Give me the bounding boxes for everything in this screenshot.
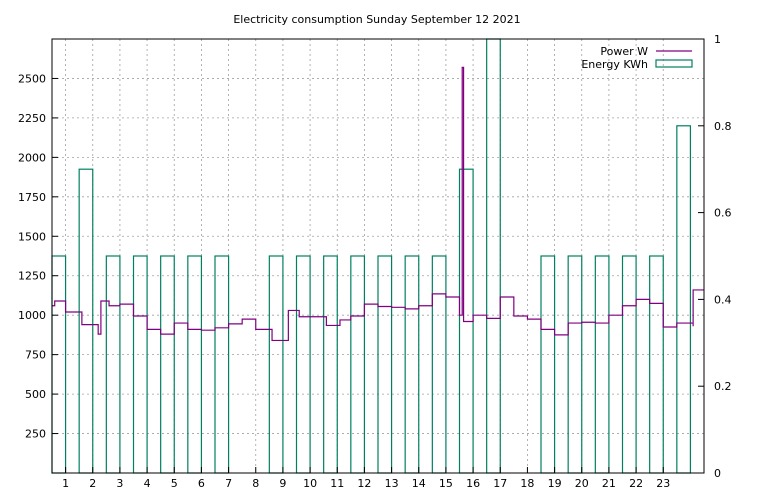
x-tick-label: 19 bbox=[548, 477, 562, 490]
energy-boxes bbox=[51, 38, 692, 474]
x-tick-label: 12 bbox=[357, 477, 371, 490]
x-tick-label: 20 bbox=[575, 477, 589, 490]
energy-box bbox=[268, 255, 284, 474]
y-left-tick-label: 500 bbox=[25, 388, 46, 401]
legend-label-energy: Energy KWh bbox=[581, 58, 648, 71]
y-right-tick-label: 0.2 bbox=[714, 380, 732, 393]
energy-box bbox=[295, 255, 311, 474]
y-right-tick-label: 0.4 bbox=[714, 293, 732, 306]
energy-box bbox=[676, 125, 692, 474]
y-left-tick-label: 1000 bbox=[18, 309, 46, 322]
legend-label-power: Power W bbox=[600, 45, 648, 58]
x-tick-label: 16 bbox=[466, 477, 480, 490]
x-tick-label: 5 bbox=[171, 477, 178, 490]
y-right-tick-label: 0.8 bbox=[714, 120, 732, 133]
energy-box bbox=[187, 255, 203, 474]
y-right-tick-label: 0.6 bbox=[714, 207, 732, 220]
x-tick-label: 13 bbox=[385, 477, 399, 490]
y-left-tick-label: 1500 bbox=[18, 230, 46, 243]
y-left-tick-label: 250 bbox=[25, 428, 46, 441]
y-right-tick-label: 1 bbox=[714, 33, 721, 46]
y-right-tick-label: 0 bbox=[714, 467, 721, 480]
energy-box bbox=[350, 255, 366, 474]
x-tick-label: 18 bbox=[520, 477, 534, 490]
x-tick-label: 17 bbox=[493, 477, 507, 490]
x-tick-label: 14 bbox=[412, 477, 426, 490]
energy-box bbox=[105, 255, 121, 474]
energy-box bbox=[377, 255, 393, 474]
x-tick-label: 10 bbox=[303, 477, 317, 490]
tick-labels: 1 2 3 4 5 6 7 8 9 10 11 12 13 14 15 16 17 18 19 20 21 22 23250… bbox=[18, 33, 732, 490]
chart-title: Electricity consumption Sunday September… bbox=[233, 13, 520, 26]
x-tick-label: 22 bbox=[629, 477, 643, 490]
energy-box bbox=[540, 255, 556, 474]
energy-box bbox=[160, 255, 175, 474]
x-tick-label: 8 bbox=[252, 477, 259, 490]
x-tick-label: 1 bbox=[62, 477, 69, 490]
legend-swatch-energy bbox=[655, 59, 693, 68]
energy-box bbox=[78, 168, 94, 474]
axes bbox=[51, 38, 705, 474]
energy-box bbox=[431, 255, 447, 474]
y-left-tick-label: 1250 bbox=[18, 270, 46, 283]
energy-box bbox=[621, 255, 637, 474]
energy-box bbox=[51, 255, 67, 474]
energy-box bbox=[486, 38, 501, 474]
x-tick-label: 2 bbox=[89, 477, 96, 490]
x-tick-label: 21 bbox=[602, 477, 616, 490]
legend: Power W Energy KWh bbox=[581, 45, 693, 71]
x-tick-label: 3 bbox=[116, 477, 123, 490]
y-left-tick-label: 1750 bbox=[18, 191, 46, 204]
energy-box bbox=[594, 255, 610, 474]
x-tick-label: 11 bbox=[330, 477, 344, 490]
x-tick-label: 23 bbox=[656, 477, 670, 490]
x-tick-label: 9 bbox=[279, 477, 286, 490]
x-tick-label: 4 bbox=[144, 477, 151, 490]
y-left-tick-label: 2000 bbox=[18, 151, 46, 164]
energy-box bbox=[567, 255, 583, 474]
y-left-tick-label: 750 bbox=[25, 349, 46, 362]
energy-box bbox=[214, 255, 230, 474]
energy-box bbox=[404, 255, 420, 474]
energy-box bbox=[323, 255, 338, 474]
y-left-tick-label: 2250 bbox=[18, 112, 46, 125]
y-left-tick-label: 2500 bbox=[18, 72, 46, 85]
x-tick-label: 15 bbox=[439, 477, 453, 490]
energy-box bbox=[132, 255, 148, 474]
energy-box bbox=[649, 255, 664, 474]
x-tick-label: 6 bbox=[198, 477, 205, 490]
power-line bbox=[52, 66, 704, 342]
x-tick-label: 7 bbox=[225, 477, 232, 490]
power-step-line bbox=[52, 66, 704, 342]
plot-border bbox=[51, 38, 705, 474]
